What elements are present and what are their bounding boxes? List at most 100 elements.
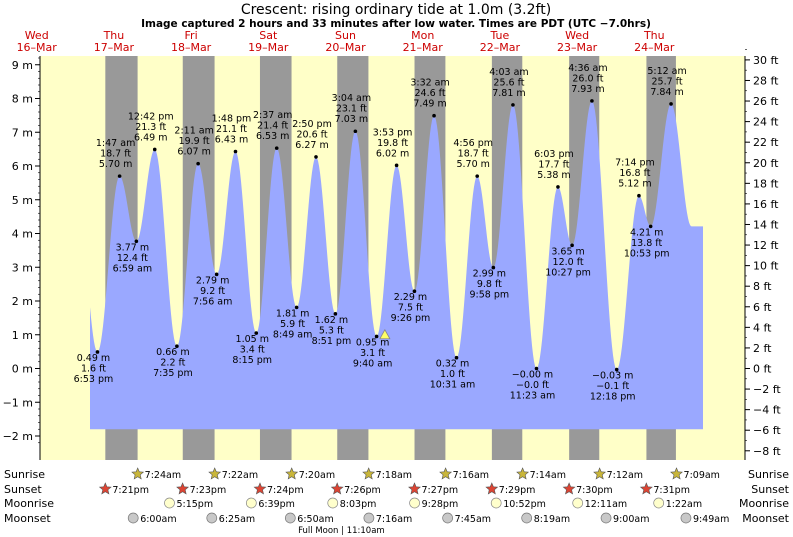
tide-point	[570, 243, 574, 248]
chart-title: Crescent: rising ordinary tide at 1.0m (…	[241, 2, 551, 18]
tide-label: 7.03 m	[335, 114, 368, 125]
sunrise-icon	[439, 467, 453, 480]
tide-label: 2.79 m	[196, 275, 229, 286]
feet-tick-label: 30 ft	[753, 54, 779, 67]
tide-label: 0.66 m	[156, 347, 189, 358]
tide-label: 2.29 m	[394, 292, 427, 303]
tide-label: 7.81 m	[492, 88, 525, 99]
tide-label: 18.7 ft	[100, 149, 131, 160]
feet-tick-label: −4 ft	[753, 404, 781, 417]
moonset-icon	[363, 512, 375, 524]
moonrise-time: 8:03pm	[340, 499, 377, 510]
tide-label: 5.70 m	[456, 159, 489, 170]
feet-tick-label: 14 ft	[753, 218, 779, 231]
tide-label: 5:12 am	[647, 66, 686, 77]
sunset-time: 7:30pm	[576, 485, 613, 496]
moonrise-icon	[490, 497, 502, 509]
moonrise-icon	[653, 497, 665, 509]
tide-point	[491, 265, 496, 270]
tide-label: 3:04 am	[332, 93, 371, 104]
meter-tick-label: 6 m	[12, 160, 33, 173]
tide-label: 5.70 m	[99, 159, 132, 170]
tide-label: 6.49 m	[134, 132, 167, 143]
tide-curve	[90, 100, 703, 430]
tide-point	[333, 312, 338, 316]
day-date: 19–Mar	[248, 41, 289, 54]
tide-point	[152, 147, 157, 152]
tide-label: 9:58 pm	[470, 290, 510, 301]
tide-label: 3:53 pm	[373, 127, 413, 138]
tide-label: 5.3 ft	[319, 325, 344, 336]
sunset-icon	[408, 482, 421, 495]
meter-tick-label: 3 m	[12, 261, 33, 274]
tide-point	[117, 174, 122, 178]
tide-label: 12.0 ft	[553, 257, 584, 268]
moonset-time: 9:49am	[693, 514, 729, 525]
feet-tick-label: 24 ft	[753, 116, 779, 129]
tide-point	[648, 224, 653, 229]
tide-point	[534, 366, 539, 371]
day-date: 18–Mar	[171, 41, 212, 54]
tide-point	[314, 155, 318, 159]
meter-tick-label: 7 m	[12, 126, 33, 139]
moonrise-icon	[245, 497, 257, 509]
tide-label: 6.43 m	[215, 134, 248, 145]
day-date: 20–Mar	[325, 41, 366, 54]
tide-label: 1.05 m	[236, 334, 269, 345]
meter-tick-label: 4 m	[12, 228, 33, 241]
tide-label: 25.6 ft	[493, 77, 524, 88]
tide-label: 5.9 ft	[280, 319, 305, 330]
tide-label: 1:48 pm	[212, 113, 252, 124]
sunset-icon	[330, 482, 344, 495]
tide-label: 17.7 ft	[538, 159, 569, 170]
tide-label: 10:53 pm	[624, 248, 670, 259]
moonset-icon	[127, 512, 139, 524]
tide-label: 7:14 pm	[615, 158, 655, 169]
tide-label: 7:35 pm	[153, 368, 193, 379]
sunset-icon	[98, 482, 112, 495]
tide-label: 0.95 m	[356, 337, 389, 348]
tide-point	[637, 193, 641, 198]
tide-label: 3.65 m	[551, 246, 584, 257]
tide-label: 10:31 am	[430, 380, 475, 391]
tide-label: 9:26 pm	[391, 313, 431, 324]
tide-point	[196, 161, 200, 166]
tide-label: 2.99 m	[473, 269, 506, 280]
moonrise-time: 1:22am	[666, 499, 702, 510]
moonset-time: 6:50am	[297, 514, 333, 525]
moonset-time: 7:16am	[376, 514, 412, 525]
sunrise-icon	[516, 467, 530, 480]
moonrise-icon	[164, 497, 175, 509]
moonset-row-label-right: Moonset	[742, 512, 789, 525]
tide-label: 1:47 am	[96, 138, 135, 149]
tide-label: 21.1 ft	[216, 124, 247, 135]
tide-label: 6.02 m	[376, 148, 409, 159]
tide-label: 4:36 am	[568, 63, 607, 74]
moonrise-icon	[572, 497, 584, 509]
tide-label: 6.53 m	[256, 131, 289, 142]
day-date: 23–Mar	[557, 41, 598, 54]
sunrise-icon	[670, 467, 683, 480]
meter-tick-label: 8 m	[12, 93, 33, 106]
sunrise-icon	[285, 467, 299, 480]
tide-label: 9.8 ft	[477, 279, 502, 290]
day-name: Sun	[335, 29, 356, 42]
sunset-icon	[639, 482, 653, 495]
tide-label: 13.8 ft	[631, 238, 662, 249]
sunset-icon	[485, 482, 499, 495]
moonset-icon	[521, 512, 533, 524]
tide-label: 16.8 ft	[619, 168, 650, 179]
tide-label: 19.9 ft	[179, 136, 210, 147]
sunrise-time: 7:18am	[376, 470, 412, 481]
feet-tick-label: −8 ft	[753, 445, 781, 458]
tide-label: 21.4 ft	[257, 121, 288, 132]
day-date: 24–Mar	[634, 41, 675, 54]
tide-label: 0.49 m	[77, 353, 110, 364]
feet-tick-label: 16 ft	[753, 198, 779, 211]
day-date: 16–Mar	[17, 41, 58, 54]
full-moon-label: Full Moon | 11:10am	[298, 526, 385, 536]
sunrise-time: 7:14am	[530, 470, 566, 481]
feet-tick-label: 18 ft	[753, 177, 779, 190]
tide-label: 19.8 ft	[377, 138, 408, 149]
